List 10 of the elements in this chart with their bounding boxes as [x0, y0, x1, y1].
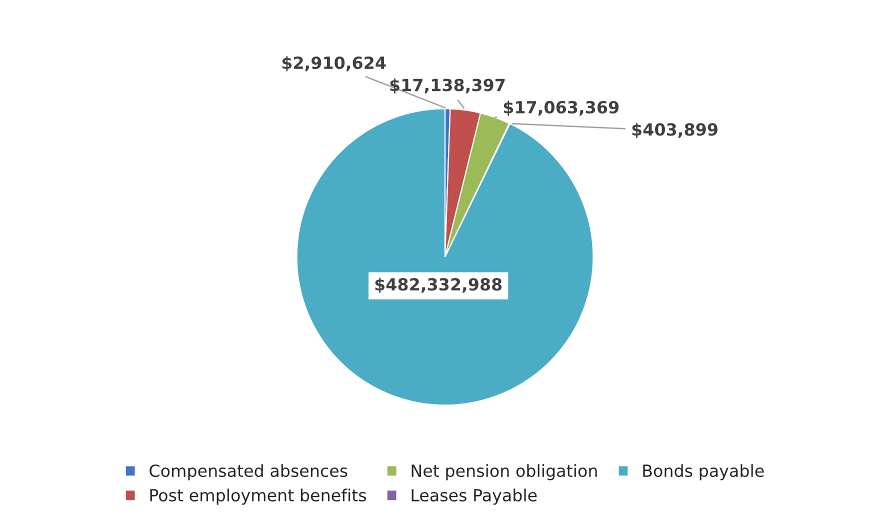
legend-label: Leases Payable [412, 488, 537, 505]
legend-label: Bonds payable [643, 464, 764, 480]
data-label: $17,063,369 [504, 100, 619, 116]
legend-label: Compensated absences [150, 464, 348, 480]
legend-label: Post employment benefits [150, 488, 366, 505]
data-label: $2,910,624 [282, 56, 386, 72]
legend-label: Net pension obligation [412, 464, 597, 480]
data-label: $482,332,988 [375, 278, 502, 293]
data-label: $403,899 [632, 122, 718, 138]
data-label: $17,138,397 [390, 78, 505, 94]
